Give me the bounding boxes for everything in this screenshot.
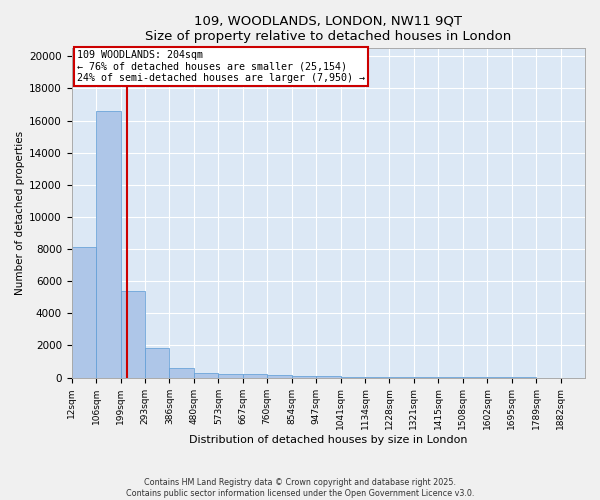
Bar	[218, 374, 243, 378]
Bar	[243, 374, 267, 378]
Bar	[341, 376, 365, 378]
Bar	[121, 291, 145, 378]
Bar	[365, 377, 389, 378]
Bar	[267, 375, 292, 378]
Text: Contains HM Land Registry data © Crown copyright and database right 2025.
Contai: Contains HM Land Registry data © Crown c…	[126, 478, 474, 498]
Title: 109, WOODLANDS, LONDON, NW11 9QT
Size of property relative to detached houses in: 109, WOODLANDS, LONDON, NW11 9QT Size of…	[145, 15, 511, 43]
Bar	[169, 368, 194, 378]
Bar	[194, 373, 218, 378]
X-axis label: Distribution of detached houses by size in London: Distribution of detached houses by size …	[189, 435, 467, 445]
Text: 109 WOODLANDS: 204sqm
← 76% of detached houses are smaller (25,154)
24% of semi-: 109 WOODLANDS: 204sqm ← 76% of detached …	[77, 50, 365, 83]
Y-axis label: Number of detached properties: Number of detached properties	[15, 131, 25, 295]
Bar	[389, 377, 414, 378]
Bar	[96, 111, 121, 378]
Bar	[292, 376, 316, 378]
Bar	[316, 376, 341, 378]
Bar	[71, 246, 96, 378]
Bar	[145, 348, 169, 378]
